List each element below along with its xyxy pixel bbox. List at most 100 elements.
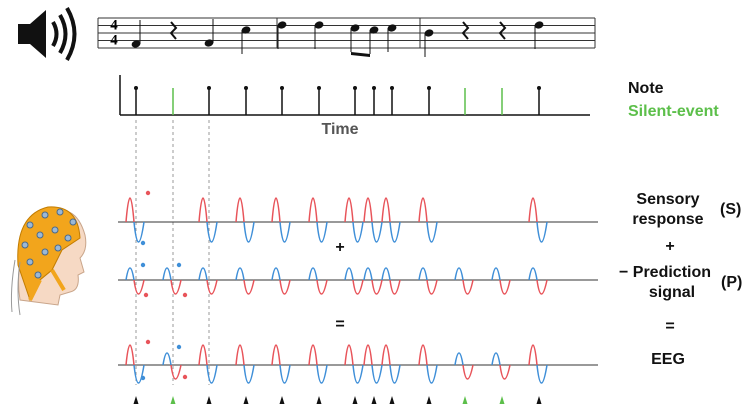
wave-lobe xyxy=(308,197,318,223)
note-head xyxy=(534,21,544,29)
note-head xyxy=(314,21,324,29)
event-marker xyxy=(133,396,139,404)
wave-lobe xyxy=(491,352,501,366)
head-icon xyxy=(10,206,87,316)
row-label: EEG xyxy=(651,351,685,368)
wave-lobe xyxy=(426,221,438,243)
note-head xyxy=(387,24,397,32)
wave-lobe xyxy=(344,197,354,223)
legend-note: Note xyxy=(628,80,664,97)
row-label: response xyxy=(632,211,703,228)
wave-lobe xyxy=(125,344,135,366)
wave-lobe xyxy=(198,344,208,366)
wave-lobe xyxy=(198,197,208,223)
wave-lobe xyxy=(133,221,145,243)
event-dot xyxy=(353,86,357,90)
row-label: signal xyxy=(649,284,695,301)
wave-lobe xyxy=(389,364,401,384)
wave-lobe xyxy=(206,364,218,384)
row-tag: (P) xyxy=(721,274,742,291)
time-sig-top: 4 xyxy=(110,17,118,33)
row-label: Sensory xyxy=(636,191,699,208)
event-marker xyxy=(389,396,395,404)
wave-lobe xyxy=(243,221,255,243)
event-dot xyxy=(427,86,431,90)
peak-dot xyxy=(176,344,182,350)
wave-lobe xyxy=(352,279,364,295)
event-marker xyxy=(279,396,285,404)
wave-lobe xyxy=(499,364,511,380)
peak-dot xyxy=(182,374,188,380)
wave-lobe xyxy=(536,221,548,243)
wave-lobe xyxy=(418,267,428,281)
wave-lobe xyxy=(162,267,172,281)
event-marker xyxy=(170,396,176,404)
event-dot xyxy=(372,86,376,90)
wave-lobe xyxy=(462,364,474,380)
event-dot xyxy=(390,86,394,90)
wave-lobe xyxy=(279,221,291,243)
peak-dot xyxy=(140,240,146,246)
speaker-icon xyxy=(18,7,77,61)
wave-lobe xyxy=(243,279,255,295)
wave-lobe xyxy=(499,279,511,295)
note-head xyxy=(131,40,141,48)
wave-lobe xyxy=(308,344,318,366)
wave-lobe xyxy=(528,344,538,366)
wave-lobe xyxy=(133,364,145,384)
wave-lobe xyxy=(363,344,373,366)
wave-lobe xyxy=(491,267,501,281)
wave-lobe xyxy=(426,279,438,295)
operator: + xyxy=(335,239,344,256)
wave-lobe xyxy=(206,279,218,295)
operator: + xyxy=(665,238,674,255)
operator: = xyxy=(335,316,344,333)
wave-lobe xyxy=(344,344,354,366)
peak-dot xyxy=(140,375,146,381)
wave-lobe xyxy=(170,364,182,380)
wave-lobe xyxy=(381,197,391,223)
wave-lobe xyxy=(162,352,172,366)
event-marker xyxy=(206,396,212,404)
wave-lobe xyxy=(279,364,291,384)
event-dot xyxy=(317,86,321,90)
wave-lobe xyxy=(316,364,328,384)
wave-lobe xyxy=(462,279,474,295)
wave-lobe xyxy=(528,267,538,281)
wave-lobe xyxy=(352,221,364,243)
peak-dot xyxy=(145,190,151,196)
wave-lobe xyxy=(371,364,383,384)
wave-lobe xyxy=(418,197,428,223)
rest xyxy=(169,21,178,40)
peak-dot xyxy=(143,292,149,298)
wave-lobe xyxy=(206,221,218,243)
wave-lobe xyxy=(235,344,245,366)
time-sig-bottom: 4 xyxy=(110,32,118,48)
wave-lobe xyxy=(271,197,281,223)
wave-lobe xyxy=(536,279,548,295)
wave-lobe xyxy=(198,267,208,281)
wave-lobe xyxy=(371,279,383,295)
wave-lobe xyxy=(536,364,548,384)
wave-lobe xyxy=(271,344,281,366)
rest xyxy=(498,21,507,40)
wave-lobe xyxy=(125,197,135,223)
wave-lobe xyxy=(125,267,135,281)
wave-lobe xyxy=(363,267,373,281)
wave-lobe xyxy=(381,267,391,281)
rest xyxy=(461,21,470,40)
wave-lobe xyxy=(528,197,538,223)
legend-silent: Silent-event xyxy=(628,103,719,120)
wave-lobe xyxy=(389,279,401,295)
note-head xyxy=(204,39,214,47)
wave-lobe xyxy=(363,197,373,223)
event-dot xyxy=(207,86,211,90)
wave-lobe xyxy=(308,267,318,281)
event-marker xyxy=(352,396,358,404)
event-marker xyxy=(462,396,468,404)
wave-lobe xyxy=(316,221,328,243)
peak-dot xyxy=(176,262,182,268)
wave-lobe xyxy=(279,279,291,295)
note-head xyxy=(241,26,251,34)
